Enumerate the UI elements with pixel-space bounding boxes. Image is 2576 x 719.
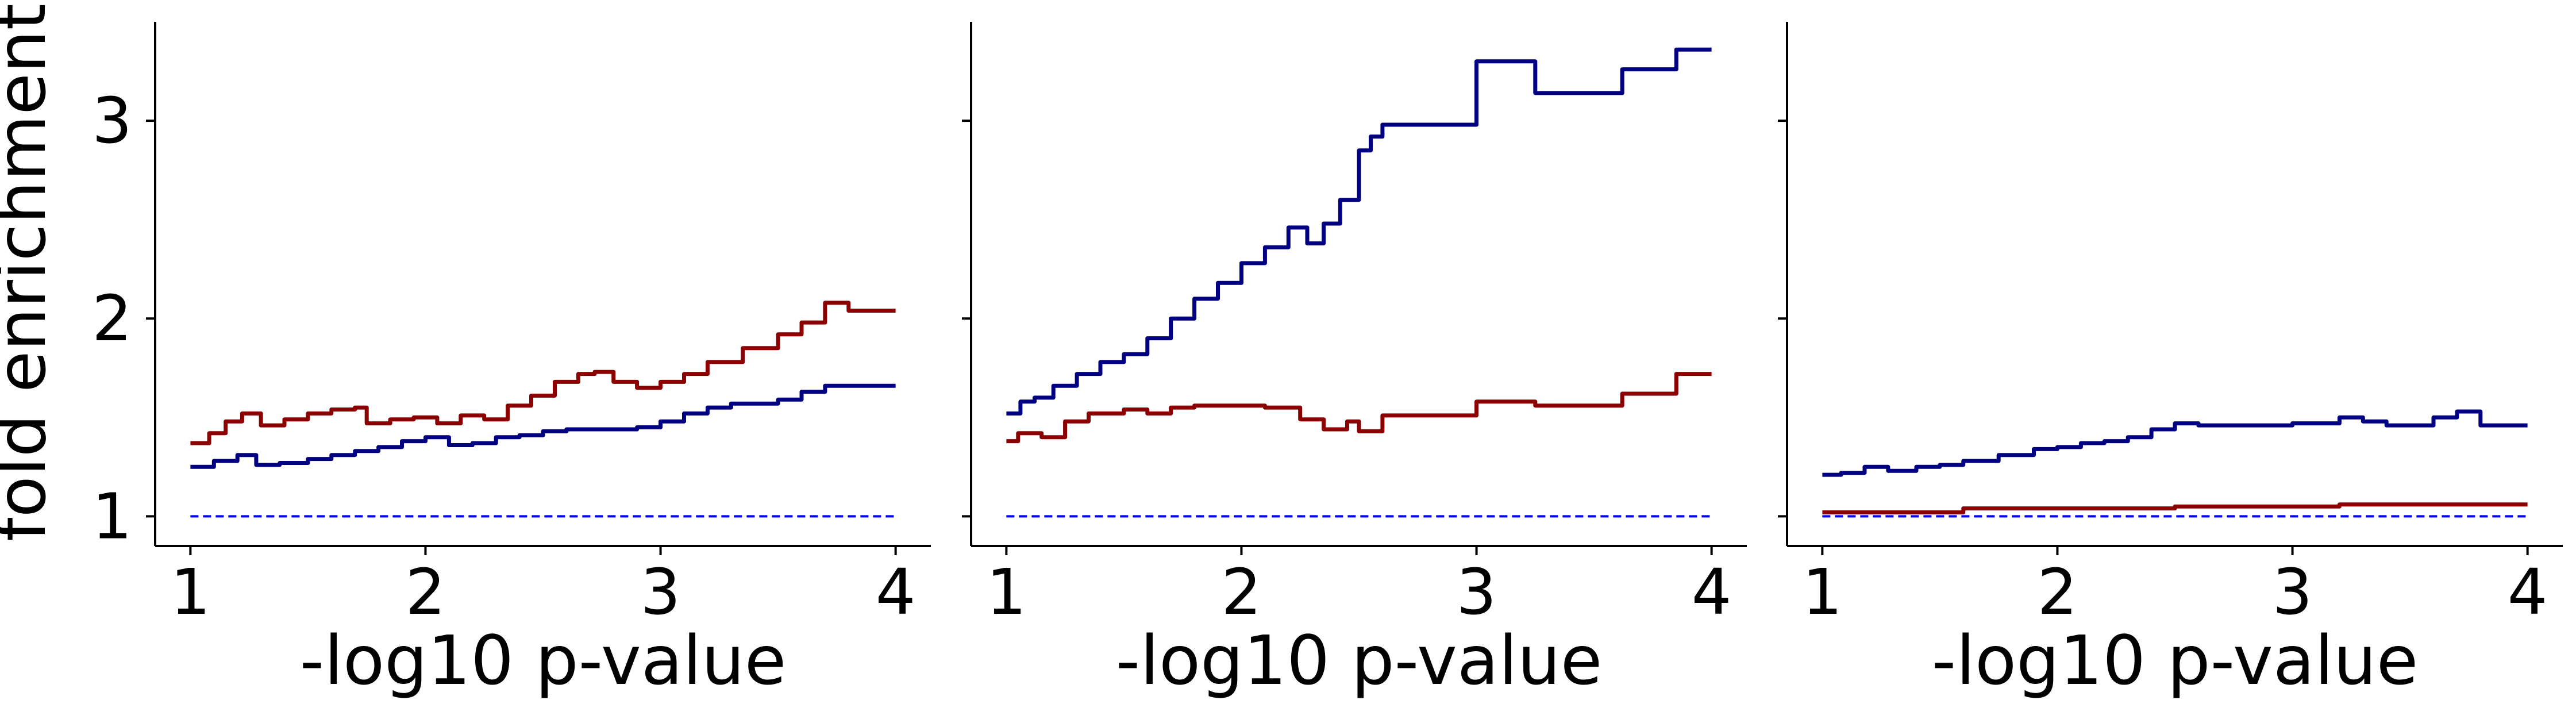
series-line-1: [1822, 409, 2528, 477]
x-tick-label: 1: [1802, 555, 1842, 629]
series-line-2: [1006, 372, 1712, 444]
series-line-2: [1822, 502, 2528, 514]
chart-panel-2: 1 2 3 4 -log10 p-value: [962, 22, 1747, 700]
x-tick-label: 4: [2508, 555, 2548, 629]
y-axis-label: fold enrichment: [0, 3, 61, 541]
x-tick-label: 2: [405, 555, 445, 629]
x-tick-label: 3: [1457, 555, 1497, 629]
chart-panel-3: 1 2 3 4 -log10 p-value: [1778, 22, 2563, 700]
x-tick-label: 3: [2273, 555, 2313, 629]
x-tick-label: 1: [170, 555, 210, 629]
x-axis-label: -log10 p-value: [1116, 621, 1603, 700]
x-axis-label: -log10 p-value: [300, 621, 787, 700]
x-tick-label: 3: [641, 555, 681, 629]
x-axis-label: -log10 p-value: [1932, 621, 2419, 700]
series-line-1: [190, 301, 896, 445]
x-tick-label: 2: [2037, 555, 2077, 629]
x-tick-label: 1: [986, 555, 1026, 629]
series-line-2: [190, 383, 896, 469]
series-line-1: [1006, 47, 1712, 416]
y-tick-label: 1: [92, 479, 132, 553]
x-tick-label: 4: [876, 555, 916, 629]
x-tick-label: 2: [1221, 555, 1261, 629]
y-tick-label: 2: [92, 282, 132, 355]
x-tick-label: 4: [1692, 555, 1732, 629]
y-tick-label: 3: [92, 84, 132, 157]
